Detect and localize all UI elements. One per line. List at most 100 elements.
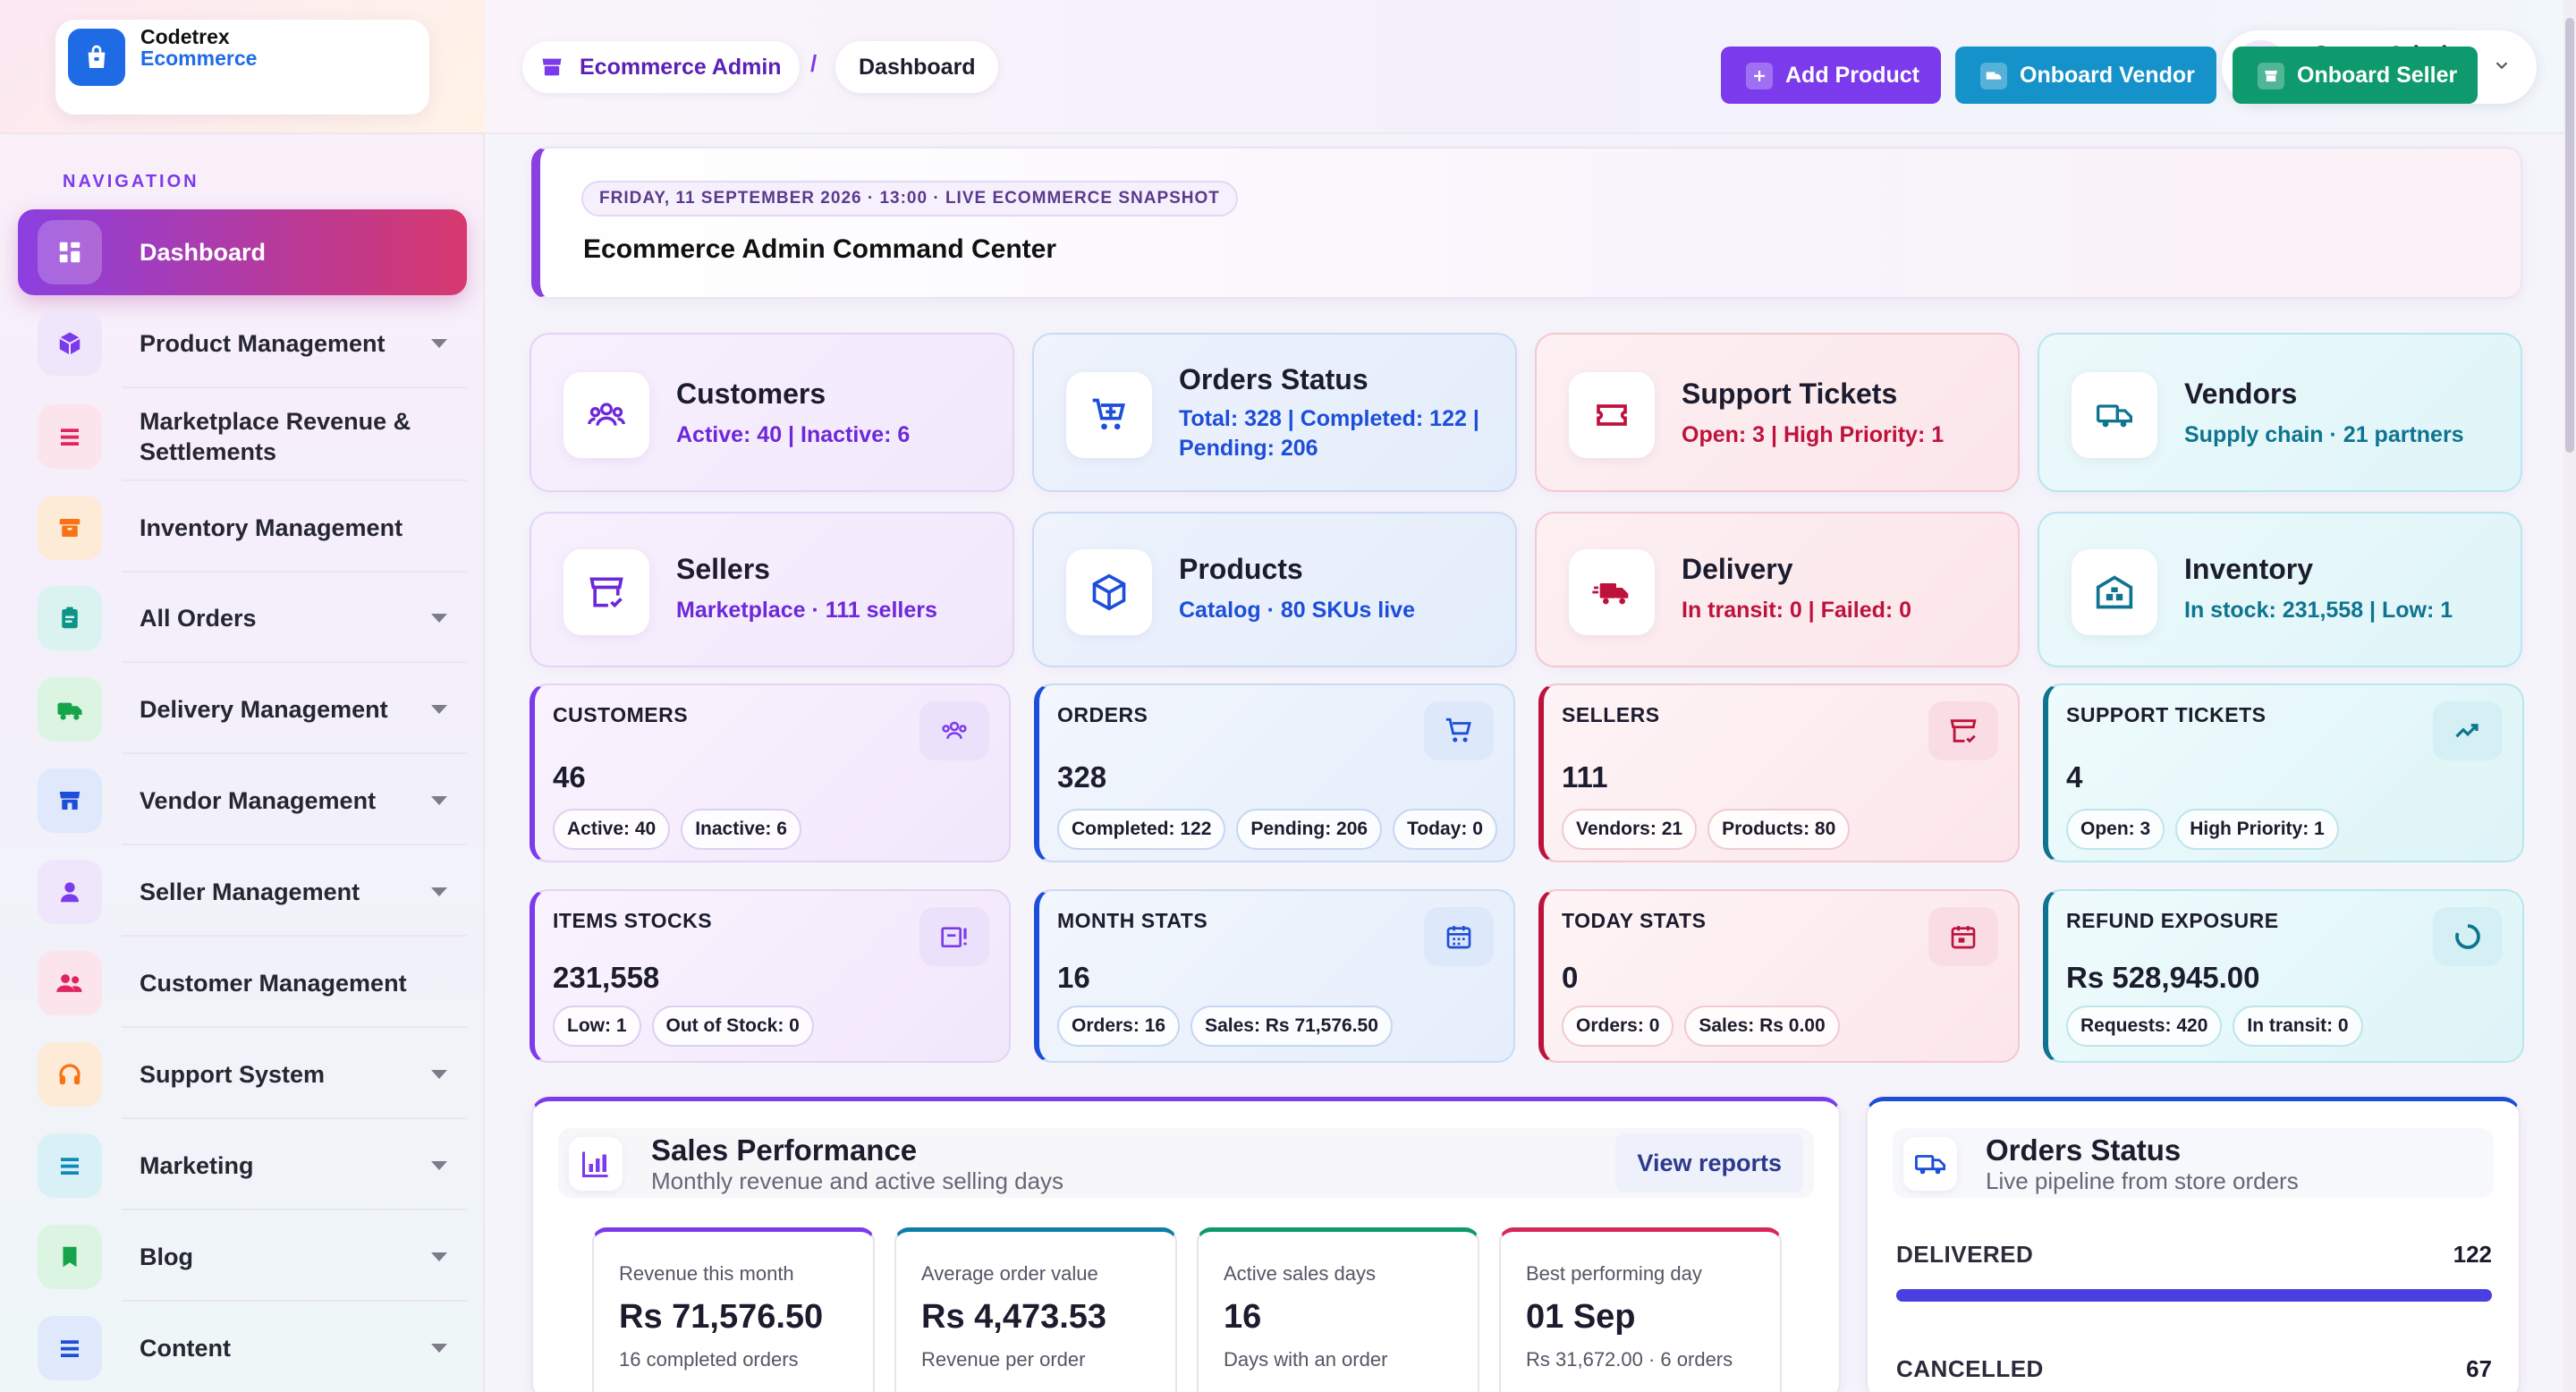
sidebar-item-label: Inventory Management [140, 514, 403, 541]
sidebar-item-label: Marketplace Revenue & Settlements [140, 408, 411, 465]
sidebar-item-dashboard[interactable]: Dashboard [18, 209, 467, 295]
add-product-button[interactable]: Add Product [1721, 47, 1941, 104]
sidebar-item-seller-management[interactable]: Seller Management [18, 849, 467, 935]
stat-card-orders[interactable]: ORDERS 328 Completed: 122 Pending: 206 T… [1034, 683, 1515, 862]
stat-value: 231,558 [553, 961, 660, 994]
date-pill: FRIDAY, 11 SEPTEMBER 2026 · 13:00 · LIVE… [581, 181, 1238, 216]
metric-label: Revenue this month [619, 1262, 794, 1285]
scrollbar-thumb[interactable] [2565, 18, 2574, 453]
stat-badge: Inactive: 6 [681, 809, 801, 850]
truck-icon [1903, 1137, 1957, 1191]
store-check-icon [1928, 701, 1998, 760]
stat-badges: Vendors: 21 Products: 80 [1562, 809, 1851, 850]
warehouse-icon [2072, 549, 2157, 635]
users-icon [38, 951, 102, 1015]
summary-title: Support Tickets [1682, 378, 1898, 410]
sidebar-item-label: Blog [140, 1243, 193, 1270]
stat-badge: Low: 1 [553, 1006, 641, 1047]
status-label-cancelled: CANCELLED [1896, 1355, 2044, 1382]
stat-badge: In transit: 0 [2233, 1006, 2363, 1047]
stat-badges: Completed: 122 Pending: 206 Today: 0 [1057, 809, 1497, 850]
stat-label: SUPPORT TICKETS [2066, 703, 2267, 726]
sidebar-item-vendor-management[interactable]: Vendor Management [18, 758, 467, 844]
sidebar-item-label: All Orders [140, 605, 257, 632]
sidebar-item-label: Delivery Management [140, 696, 388, 723]
sidebar-item-content[interactable]: Content [18, 1305, 467, 1391]
summary-card-products[interactable]: Products Catalog · 80 SKUs live [1032, 512, 1517, 667]
divider [122, 480, 467, 481]
stat-badge: Active: 40 [553, 809, 671, 850]
trend-icon [2433, 701, 2503, 760]
sidebar-item-marketing[interactable]: Marketing [18, 1123, 467, 1209]
chevron-down-icon [2492, 55, 2512, 80]
stat-badge: Open: 3 [2066, 809, 2165, 850]
chevron-down-icon [431, 796, 447, 805]
status-bar-delivered [1896, 1289, 2492, 1302]
cart-icon [1066, 372, 1152, 458]
sidebar-item-inventory-management[interactable]: Inventory Management [18, 485, 467, 571]
sidebar-item-support-system[interactable]: Support System [18, 1031, 467, 1117]
stat-card-customers[interactable]: CUSTOMERS 46 Active: 40 Inactive: 6 [530, 683, 1011, 862]
summary-line: Marketplace · 111 sellers [676, 598, 937, 623]
stat-card-items-stocks[interactable]: ITEMS STOCKS 231,558 Low: 1 Out of Stock… [530, 889, 1011, 1063]
metric-label: Best performing day [1526, 1262, 1702, 1285]
store-icon [38, 768, 102, 833]
sidebar-item-delivery-management[interactable]: Delivery Management [18, 666, 467, 752]
summary-card-support-tickets[interactable]: Support Tickets Open: 3 | High Priority:… [1535, 333, 2020, 492]
sidebar-item-marketplace-revenue[interactable]: Marketplace Revenue & Settlements [18, 394, 467, 480]
metric-value: 16 [1224, 1298, 1262, 1336]
summary-card-sellers[interactable]: Sellers Marketplace · 111 sellers [530, 512, 1014, 667]
summary-card-orders-status[interactable]: Orders Status Total: 328 | Completed: 12… [1032, 333, 1517, 492]
summary-line: In transit: 0 | Failed: 0 [1682, 598, 1912, 623]
sidebar-item-blog[interactable]: Blog [18, 1214, 467, 1300]
chart-icon [569, 1137, 623, 1191]
breadcrumb-root[interactable]: Ecommerce Admin [522, 41, 800, 93]
stat-card-refund-exposure[interactable]: REFUND EXPOSURE Rs 528,945.00 Requests: … [2043, 889, 2524, 1063]
summary-line: Active: 40 | Inactive: 6 [676, 422, 911, 447]
stat-badge: Requests: 420 [2066, 1006, 2223, 1047]
store-icon [538, 55, 565, 86]
summary-card-customers[interactable]: Customers Active: 40 | Inactive: 6 [530, 333, 1014, 492]
summary-title: Customers [676, 378, 826, 410]
summary-title: Inventory [2184, 553, 2314, 585]
metric-note: Days with an order [1224, 1348, 1388, 1371]
breadcrumb-separator: / [810, 50, 818, 77]
cube-icon [1066, 549, 1152, 635]
summary-card-delivery[interactable]: Delivery In transit: 0 | Failed: 0 [1535, 512, 2020, 667]
stat-badges: Requests: 420 In transit: 0 [2066, 1006, 2363, 1047]
stat-badge: Vendors: 21 [1562, 809, 1698, 850]
stat-label: ITEMS STOCKS [553, 909, 713, 932]
divider [122, 935, 467, 937]
sidebar-item-customer-management[interactable]: Customer Management [18, 940, 467, 1026]
store-check-icon [564, 549, 649, 635]
metric-label: Average order value [921, 1262, 1098, 1285]
sidebar-item-label: Vendor Management [140, 787, 377, 814]
metric-note: Rs 31,672.00 · 6 orders [1526, 1348, 1733, 1371]
brand-name: Codetrex [140, 25, 230, 48]
onboard-seller-button[interactable]: Onboard Seller [2233, 47, 2478, 104]
sidebar-item-product-management[interactable]: Product Management [18, 301, 467, 386]
shop-bag-icon [68, 29, 125, 86]
sidebar-item-all-orders[interactable]: All Orders [18, 575, 467, 661]
stat-value: Rs 528,945.00 [2066, 961, 2260, 994]
stat-label: SELLERS [1562, 703, 1660, 726]
metric-value: 01 Sep [1526, 1298, 1636, 1336]
summary-card-vendors[interactable]: Vendors Supply chain · 21 partners [2038, 333, 2522, 492]
summary-title: Sellers [676, 553, 770, 585]
summary-line: Catalog · 80 SKUs live [1179, 598, 1415, 623]
stat-badges: Low: 1 Out of Stock: 0 [553, 1006, 814, 1047]
stat-card-support-tickets[interactable]: SUPPORT TICKETS 4 Open: 3 High Priority:… [2043, 683, 2524, 862]
view-reports-button[interactable]: View reports [1615, 1133, 1803, 1193]
stat-badge: Pending: 206 [1236, 809, 1383, 850]
stat-badge: Out of Stock: 0 [651, 1006, 814, 1047]
stat-card-sellers[interactable]: SELLERS 111 Vendors: 21 Products: 80 [1538, 683, 2020, 862]
divider [122, 386, 467, 388]
stat-card-month-stats[interactable]: MONTH STATS 16 Orders: 16 Sales: Rs 71,5… [1034, 889, 1515, 1063]
summary-line: Supply chain · 21 partners [2184, 422, 2464, 447]
chevron-down-icon [431, 1070, 447, 1079]
stat-card-today-stats[interactable]: TODAY STATS 0 Orders: 0 Sales: Rs 0.00 [1538, 889, 2020, 1063]
summary-card-inventory[interactable]: Inventory In stock: 231,558 | Low: 1 [2038, 512, 2522, 667]
onboard-vendor-button[interactable]: Onboard Vendor [1955, 47, 2216, 104]
status-bar-fill [1896, 1289, 2492, 1302]
panel-subtitle: Monthly revenue and active selling days [651, 1167, 1064, 1194]
